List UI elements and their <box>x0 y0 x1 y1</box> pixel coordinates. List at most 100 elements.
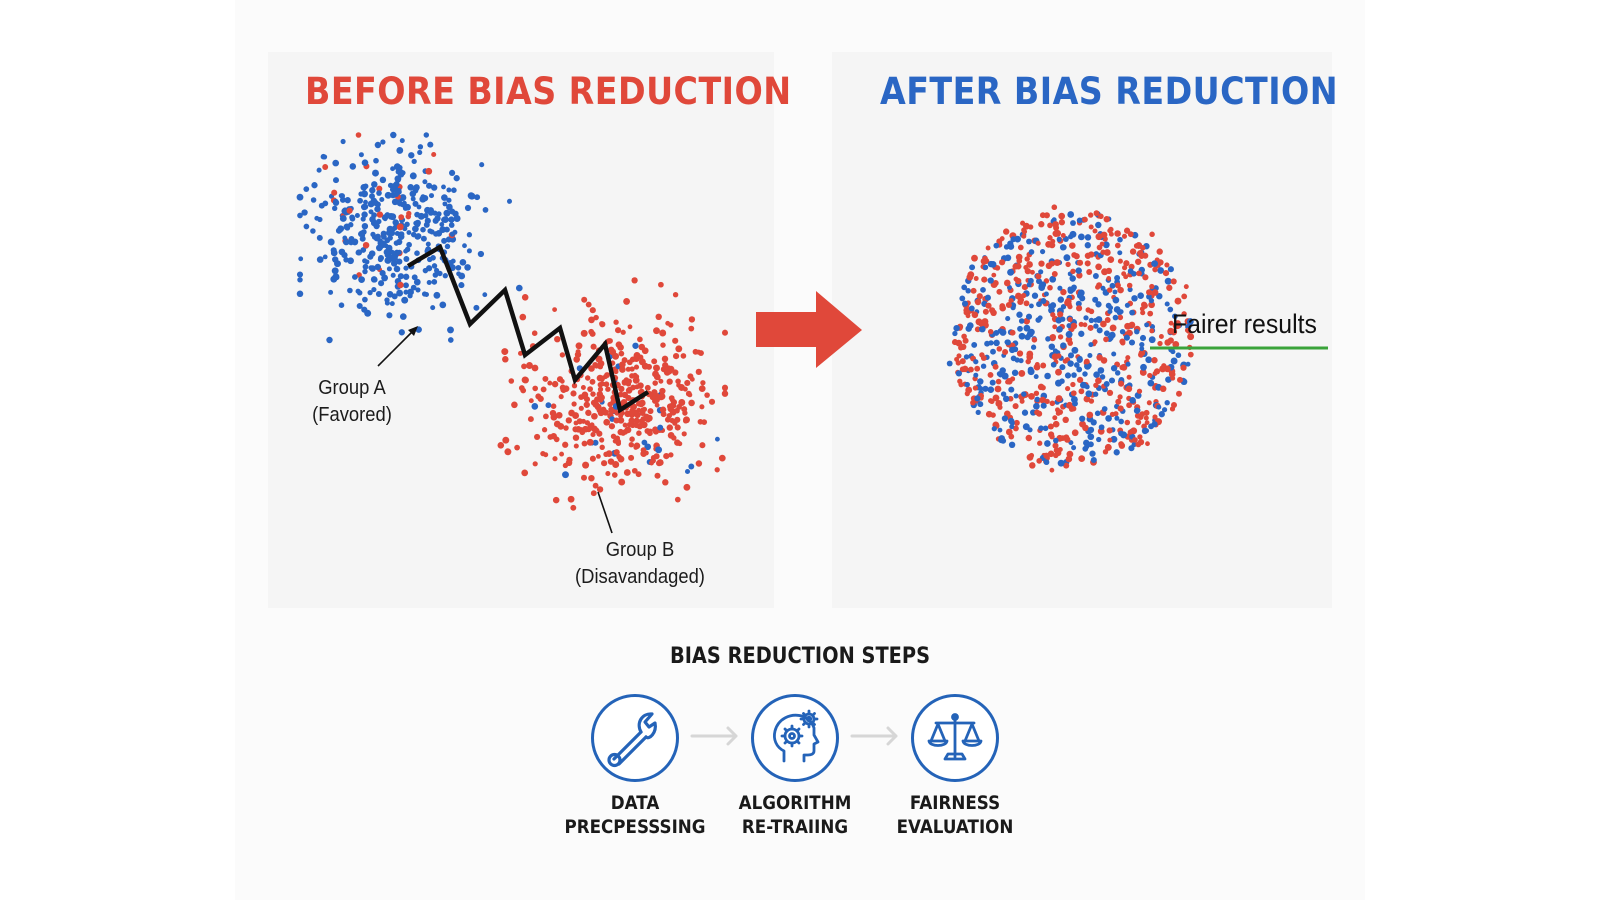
scatter-dot <box>514 444 520 451</box>
scatter-dot <box>1123 260 1130 267</box>
scatter-dot <box>1183 284 1189 290</box>
scatter-dot <box>1010 236 1017 243</box>
scatter-dot <box>314 215 320 221</box>
scatter-dot <box>1047 222 1053 229</box>
scatter-dot <box>432 272 439 278</box>
scatter-dot <box>1102 449 1109 455</box>
scatter-dot <box>398 329 405 336</box>
scatter-dot <box>473 304 480 311</box>
scatter-dot <box>1067 316 1073 323</box>
scatter-dot <box>672 352 680 360</box>
scatter-dot <box>1147 310 1154 317</box>
scatter-dot <box>575 342 583 350</box>
scatter-dot <box>322 254 328 260</box>
scatter-dot <box>459 258 467 266</box>
scatter-dot <box>1114 230 1121 237</box>
scatter-dot <box>613 417 620 424</box>
scatter-dot <box>1000 391 1007 397</box>
scatter-dot <box>298 256 304 262</box>
scatter-dot <box>1026 261 1033 268</box>
scatter-dot <box>965 313 971 319</box>
scatter-dot <box>1174 322 1181 330</box>
scatter-dot <box>1117 394 1123 400</box>
scatter-dot <box>518 385 525 391</box>
scatter-dot <box>1112 296 1120 304</box>
wrench-icon <box>607 712 657 768</box>
scatter-dot <box>668 452 674 458</box>
scatter-dot <box>632 376 640 384</box>
scatter-dot <box>635 471 642 478</box>
scatter-dot <box>1107 437 1113 443</box>
scatter-dot <box>1176 390 1182 397</box>
scatter-dot <box>1078 330 1085 337</box>
scatter-dot <box>1109 282 1116 289</box>
scatter-dot <box>581 440 588 447</box>
scatter-dot <box>1126 374 1132 380</box>
scatter-dot <box>676 382 682 388</box>
scatter-dot <box>1134 328 1140 335</box>
scatter-dot <box>978 386 984 392</box>
scatter-dot <box>972 385 979 391</box>
scatter-dot <box>618 385 625 393</box>
scatter-dot <box>592 482 599 489</box>
scatter-dot <box>1161 363 1167 369</box>
scatter-dot <box>1049 333 1057 341</box>
scatter-dot <box>592 361 599 368</box>
scatter-dot <box>971 341 978 348</box>
scatter-dot <box>407 183 415 191</box>
scatter-dot <box>615 341 623 349</box>
scatter-dot <box>980 363 987 369</box>
scatter-dot <box>386 312 393 319</box>
scatter-dot <box>370 276 378 283</box>
scatter-dot <box>310 228 316 234</box>
scatter-dot <box>428 193 435 199</box>
scatter-dot <box>446 187 452 193</box>
scatter-dot <box>970 399 976 406</box>
scatter-dot <box>1065 261 1071 268</box>
step-arrow-icon <box>850 726 898 746</box>
scatter-dot <box>627 324 633 330</box>
scatter-dot <box>1047 235 1053 241</box>
scatter-dot <box>349 163 357 170</box>
scatter-dot <box>1066 323 1072 329</box>
scatter-dot <box>371 181 378 188</box>
scatter-dot <box>1053 259 1061 267</box>
scatter-dot <box>1114 370 1121 376</box>
scatter-dot <box>574 351 582 358</box>
scatter-dot <box>1076 366 1083 373</box>
scatter-dot <box>1129 396 1136 404</box>
scatter-dot <box>562 471 569 479</box>
scatter-dot <box>567 495 575 503</box>
scatter-dot <box>1029 462 1036 469</box>
scatter-dot <box>375 290 382 298</box>
scatter-dot <box>482 292 488 298</box>
scatter-dot <box>559 451 565 457</box>
scatter-dot <box>379 176 387 184</box>
scatter-dot <box>604 372 611 378</box>
scatter-dot <box>1087 433 1095 441</box>
scatter-dot <box>1038 260 1045 267</box>
scatter-dot <box>1107 308 1113 315</box>
scatter-dot <box>424 292 429 297</box>
scatter-dot <box>1128 445 1135 452</box>
scatter-dot <box>1119 328 1126 335</box>
scatter-dot <box>584 375 591 381</box>
scatter-dot <box>1062 416 1069 424</box>
scatter-dot <box>558 394 564 400</box>
scatter-dot <box>995 400 1003 407</box>
scatter-dot <box>1026 238 1032 245</box>
scatter-dot <box>449 169 456 176</box>
scatter-dot <box>722 386 728 392</box>
scatter-dot <box>1117 258 1123 264</box>
scatter-dot <box>430 305 436 311</box>
scatter-dot <box>570 390 577 397</box>
scatter-dot <box>623 469 631 476</box>
scatter-dot <box>1052 221 1059 228</box>
scatter-dot <box>1110 365 1118 372</box>
scatter-dot <box>1165 376 1172 383</box>
scatter-dot <box>1172 313 1178 320</box>
scatter-dot <box>1033 390 1040 397</box>
scatter-dot <box>362 296 368 303</box>
scatter-dot <box>1108 377 1116 384</box>
scatter-dot <box>672 337 679 344</box>
